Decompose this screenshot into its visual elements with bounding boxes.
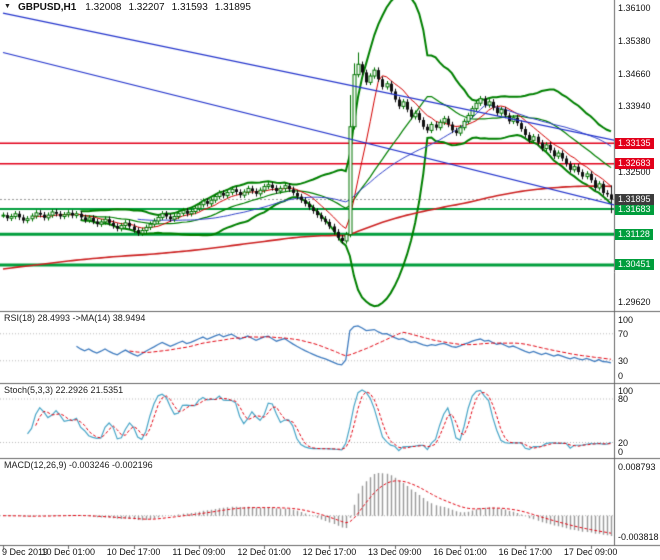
time-axis-label: 13 Dec 09:00 <box>367 547 422 557</box>
ohlc-close: 1.31895 <box>214 2 251 13</box>
rsi-axis-label: 0 <box>618 371 624 381</box>
time-axis-label: 12 Dec 01:00 <box>237 547 291 557</box>
ohlc-open: 1.32008 <box>85 2 122 13</box>
stoch-axis-label: 0 <box>618 447 624 457</box>
price-axis-gridline-label: 1.29620 <box>618 297 651 308</box>
rsi-axis-label: 70 <box>618 328 629 339</box>
support-level-label: 1.31128 <box>615 228 653 240</box>
macd-indicator-label: MACD(12,26,9) -0.003246 -0.002196 <box>4 460 153 470</box>
chart-header: ▼ GBPUSD,H1 1.32008 1.32207 1.31593 1.31895 <box>4 2 258 13</box>
support-level-label: 1.31683 <box>615 203 654 215</box>
time-axis[interactable]: 9 Dec 2019 10 Dec 01:00 10 Dec 17:00 11 Dec… <box>0 545 617 560</box>
symbol-marker-icon: ▼ <box>4 3 11 10</box>
resistance-level-label: 1.32683 <box>615 158 654 170</box>
stoch-axis-label: 80 <box>618 394 629 404</box>
macd-axis-label: 0.008793 <box>618 462 656 473</box>
stoch-axis-label: 100 <box>618 385 634 396</box>
ohlc-high: 1.32207 <box>128 2 165 13</box>
symbol-title: GBPUSD,H1 <box>17 2 77 13</box>
macd-axis-label: -0.003818 <box>618 531 659 542</box>
price-axis-gridline-label: 1.34660 <box>618 68 651 79</box>
current-price-label: 1.31895 <box>615 193 654 205</box>
rsi-axis-label: 100 <box>618 314 634 325</box>
rsi-axis-label: 30 <box>618 355 629 366</box>
stoch-axis-label: 20 <box>618 437 629 448</box>
rsi-indicator-label: RSI(18) 28.4993 ->MA(14) 38.9494 <box>4 313 146 323</box>
time-axis-label: 12 Dec 17:00 <box>302 547 357 557</box>
time-axis-label: 10 Dec 17:00 <box>106 547 161 557</box>
time-axis-label: 17 Dec 09:00 <box>563 547 618 557</box>
time-axis-label: 10 Dec 01:00 <box>41 547 96 557</box>
time-axis-label: 16 Dec 17:00 <box>498 547 553 557</box>
price-axis-gridline-label: 1.35380 <box>618 36 651 47</box>
resistance-level-label: 1.33135 <box>615 137 654 149</box>
time-axis-label: 9 Dec 2019 <box>2 547 49 557</box>
price-axis[interactable]: 1.36100 1.35380 1.34660 1.33940 1.32500 1.296… <box>614 0 660 560</box>
time-axis-label: 16 Dec 01:00 <box>433 547 487 557</box>
ohlc-low: 1.31593 <box>171 2 208 13</box>
price-axis-gridline-label: 1.33940 <box>618 101 651 112</box>
price-axis-gridline-label: 1.36100 <box>618 3 651 14</box>
price-axis-gridline-label: 1.32500 <box>618 166 651 177</box>
stoch-indicator-label: Stoch(5,3,3) 22.2926 21.5351 <box>4 385 124 395</box>
support-level-label: 1.30451 <box>615 259 654 271</box>
time-axis-label: 11 Dec 09:00 <box>172 547 226 557</box>
